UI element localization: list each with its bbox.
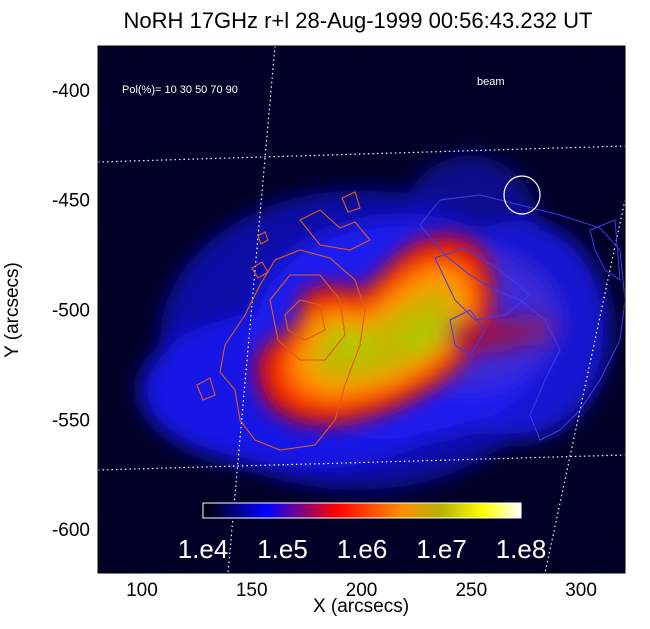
colorbar-tick-label: 1.e5 xyxy=(257,534,308,564)
beam-label: beam xyxy=(477,76,505,88)
colorbar: 1.e4 1.e5 1.e6 1.e7 1.e8 xyxy=(178,502,547,564)
colorbar-gradient xyxy=(202,502,522,519)
plot-area: Pol(%)= 10 30 50 70 90 beam 1.e4 1.e5 1.e6… xyxy=(98,46,625,573)
contour xyxy=(219,249,366,451)
colorbar-tick-label: 1.e6 xyxy=(337,534,388,564)
y-tick-label: -450 xyxy=(52,191,90,212)
contour xyxy=(419,194,625,441)
contour xyxy=(196,377,216,401)
x-axis-label: X (arcsecs) xyxy=(313,596,409,617)
colorbar-tick-label: 1.e4 xyxy=(178,534,229,564)
contour xyxy=(257,231,269,245)
beam-ellipse xyxy=(503,175,541,215)
heliographic-grid xyxy=(98,46,625,573)
y-axis-label: Y (arcsecs) xyxy=(2,262,23,358)
contour xyxy=(341,191,361,213)
y-axis: -400 -450 -500 -550 -600 xyxy=(52,67,625,552)
orange-contours xyxy=(196,191,371,451)
x-axis: 100 150 200 250 300 xyxy=(119,46,604,601)
contour xyxy=(269,274,346,361)
grid-line xyxy=(544,199,625,573)
contour xyxy=(449,309,486,356)
contour xyxy=(251,261,269,279)
blue-contours xyxy=(419,194,625,441)
y-tick-label: -550 xyxy=(52,410,90,431)
x-tick-label: 250 xyxy=(455,580,487,601)
y-tick-label: -500 xyxy=(52,301,90,322)
contour xyxy=(299,209,371,251)
y-tick-label: -600 xyxy=(52,520,90,541)
colorbar-tick-label: 1.e7 xyxy=(416,534,467,564)
x-tick-label: 300 xyxy=(565,580,597,601)
y-tick-label: -400 xyxy=(52,81,90,102)
chart-title: NoRH 17GHz r+l 28-Aug-1999 00:56:43.232 … xyxy=(124,8,593,33)
polarization-levels-label: Pol(%)= 10 30 50 70 90 xyxy=(122,84,238,96)
colorbar-tick-label: 1.e8 xyxy=(496,534,547,564)
x-tick-label: 150 xyxy=(236,580,268,601)
contour xyxy=(434,247,531,321)
x-tick-label: 100 xyxy=(126,580,158,601)
contour xyxy=(284,299,326,341)
contour xyxy=(589,219,621,281)
x-tick-label: 200 xyxy=(346,580,378,601)
emission-source xyxy=(256,234,555,426)
